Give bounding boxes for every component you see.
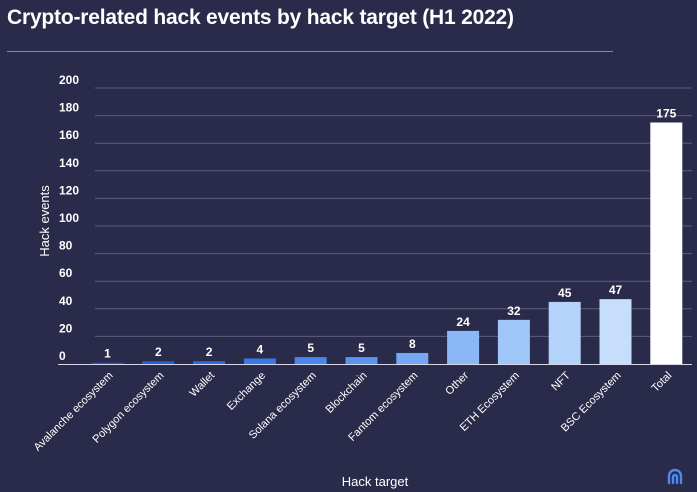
data-label: 5: [358, 341, 365, 355]
x-category-label: Other: [443, 369, 471, 397]
title-divider: [7, 51, 613, 52]
data-label: 2: [155, 345, 162, 359]
bar: [548, 301, 581, 364]
y-tick-label: 100: [59, 211, 79, 225]
y-tick-label: 60: [59, 266, 73, 280]
x-category-label: Exchange: [225, 370, 268, 413]
data-label: 175: [656, 107, 676, 121]
y-tick-label: 140: [59, 156, 79, 170]
y-tick-label: 180: [59, 101, 79, 115]
y-tick-label: 80: [59, 239, 73, 253]
chart-title: Crypto-related hack events by hack targe…: [7, 6, 514, 29]
bar: [447, 330, 480, 364]
x-category-label: Wallet: [187, 370, 217, 400]
bar: [294, 357, 327, 364]
y-axis-label: Hack events: [37, 185, 52, 257]
cointelegraph-logo-icon: [667, 468, 683, 485]
bar: [650, 122, 683, 364]
bar: [599, 299, 632, 364]
data-label: 24: [456, 315, 470, 329]
y-tick-label: 120: [59, 183, 79, 197]
x-category-label: Total: [649, 370, 674, 395]
bar: [396, 352, 429, 364]
gridlines: [95, 87, 692, 337]
bar: [142, 361, 175, 364]
y-tick-label: 40: [59, 294, 73, 308]
data-label: 45: [558, 286, 572, 300]
bars: [91, 122, 683, 364]
y-tick-label: 20: [59, 321, 73, 335]
bar: [497, 319, 530, 364]
y-tick-label: 160: [59, 128, 79, 142]
x-category-label: NFT: [549, 369, 573, 393]
bar: [91, 362, 124, 364]
data-label: 32: [507, 304, 521, 318]
data-label: 47: [609, 283, 623, 297]
y-tick-label: 0: [59, 349, 66, 363]
data-label: 5: [307, 341, 314, 355]
data-label: 2: [206, 345, 213, 359]
y-tick-labels: 0 20 40 60 80 100 120 140 160 180 200: [59, 73, 79, 363]
x-category-label: Blockchain: [324, 370, 370, 416]
y-tick-label: 200: [59, 73, 79, 87]
bar: [193, 361, 226, 364]
data-label: 4: [257, 342, 264, 356]
data-label: 1: [104, 347, 111, 361]
bar: [243, 358, 276, 364]
data-label: 8: [409, 337, 416, 351]
x-axis-label: Hack target: [342, 474, 409, 489]
bar: [345, 357, 378, 364]
